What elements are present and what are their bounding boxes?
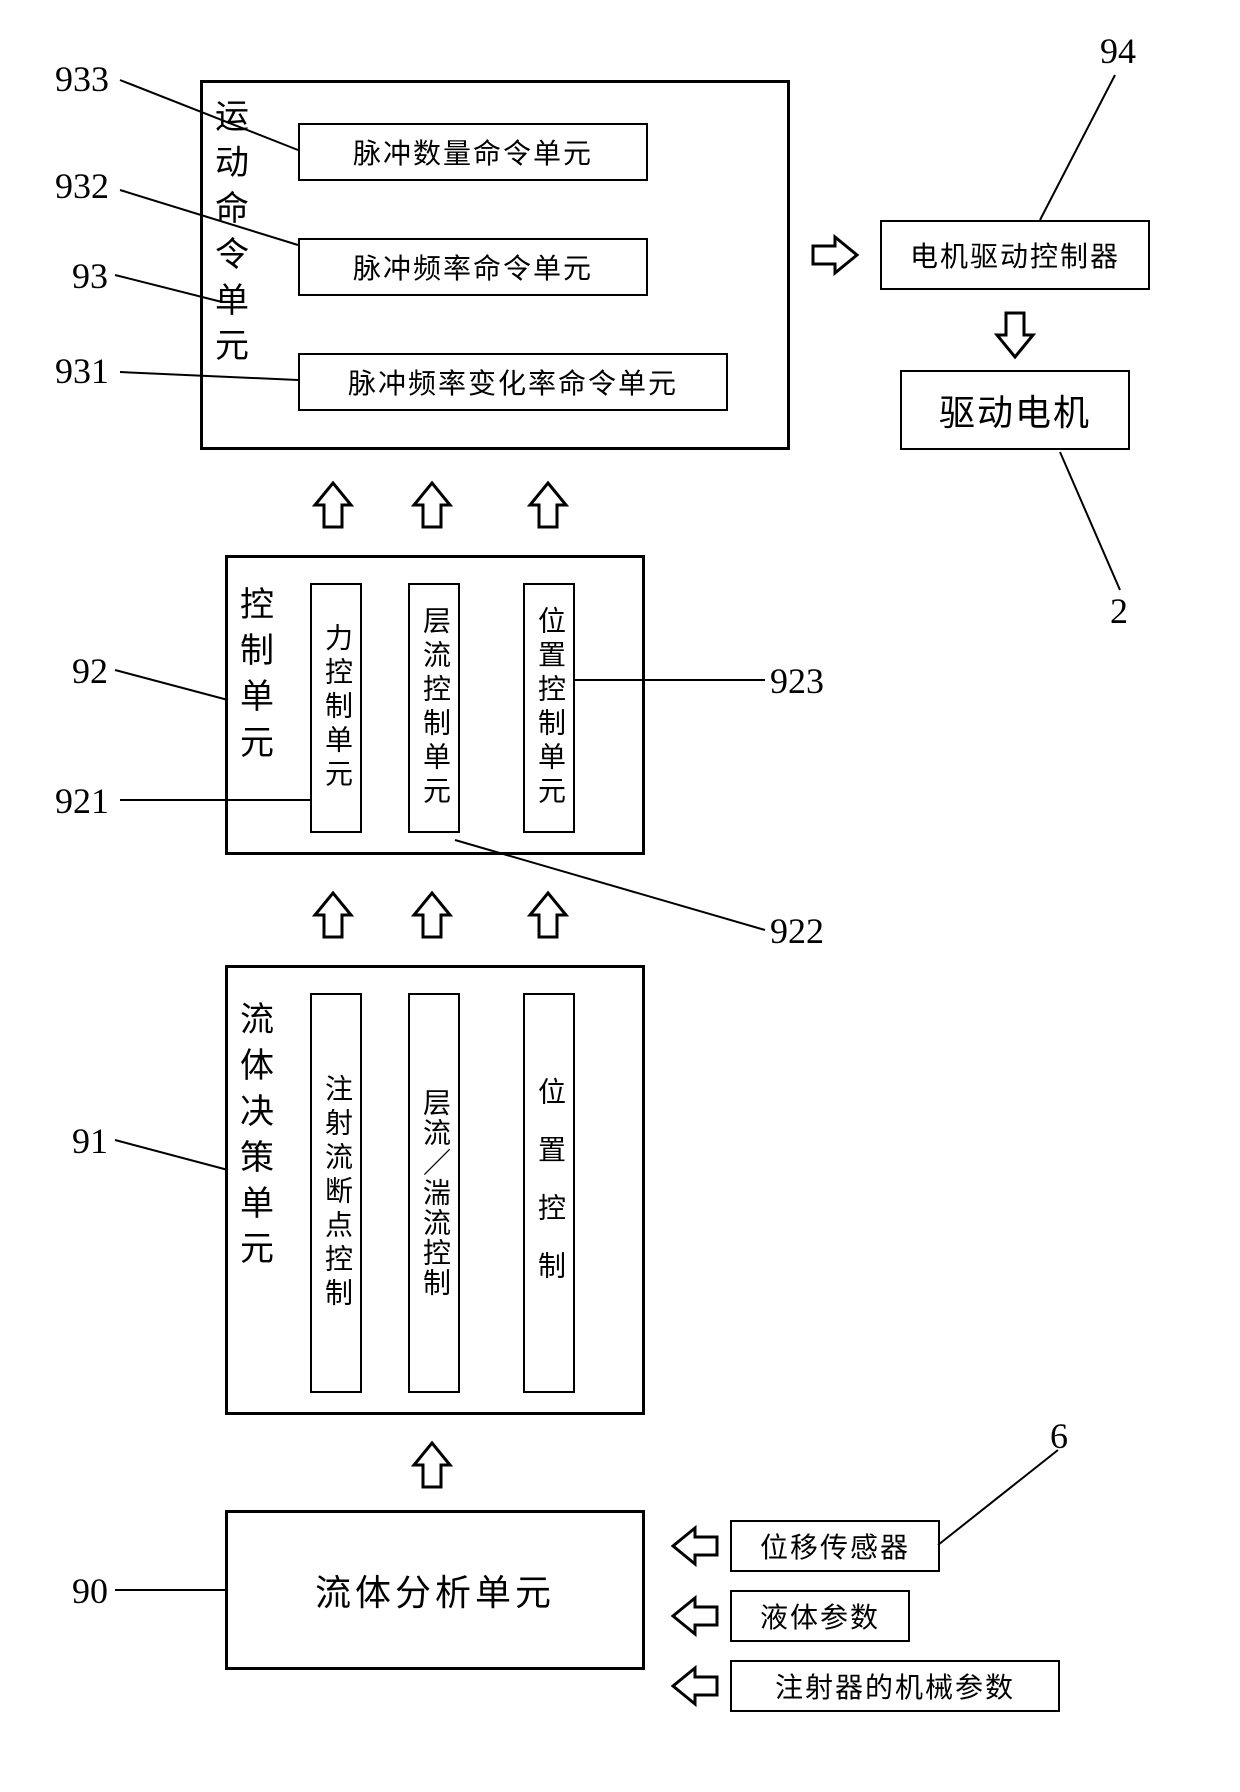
block-arrows [0, 0, 1240, 1792]
